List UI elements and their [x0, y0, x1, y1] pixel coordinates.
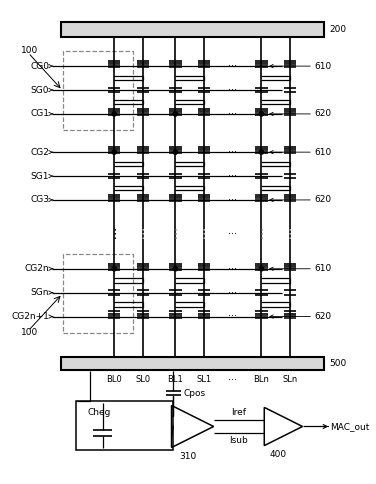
Text: CG2n+1: CG2n+1: [11, 312, 49, 321]
Text: ···: ···: [228, 312, 237, 321]
Text: 500: 500: [329, 359, 347, 368]
Circle shape: [259, 112, 264, 116]
Circle shape: [112, 112, 116, 116]
Text: CG3: CG3: [30, 196, 49, 204]
Text: BL1: BL1: [167, 375, 183, 384]
Bar: [76, 401, 173, 451]
Text: ⋮: ⋮: [198, 228, 210, 241]
Text: MAC_out: MAC_out: [330, 422, 370, 431]
Circle shape: [173, 267, 177, 271]
Text: 610: 610: [314, 264, 331, 273]
Text: ⋮: ⋮: [284, 228, 296, 241]
Text: CG0: CG0: [30, 61, 49, 71]
Text: SLn: SLn: [282, 375, 298, 384]
Text: BL0: BL0: [106, 375, 122, 384]
Circle shape: [173, 112, 177, 116]
Text: 100: 100: [21, 328, 38, 337]
Text: SL1: SL1: [197, 375, 212, 384]
Circle shape: [173, 150, 177, 154]
Text: ⋮: ⋮: [169, 228, 182, 241]
Text: 100: 100: [21, 46, 38, 55]
Text: 310: 310: [179, 453, 196, 461]
Circle shape: [259, 150, 264, 154]
Text: SGn: SGn: [31, 288, 49, 297]
Text: 400: 400: [270, 451, 287, 459]
Text: 620: 620: [314, 109, 331, 119]
Text: ···: ···: [228, 171, 237, 181]
Text: ···: ···: [228, 287, 237, 298]
Text: Iref: Iref: [232, 408, 246, 417]
Text: 620: 620: [314, 196, 331, 204]
Text: 200: 200: [329, 25, 346, 34]
Text: ⋮: ⋮: [255, 228, 268, 241]
Text: 610: 610: [314, 148, 331, 157]
Text: SG0: SG0: [31, 86, 49, 94]
Text: 610: 610: [314, 61, 331, 71]
Text: ···: ···: [228, 109, 237, 119]
Bar: [61, 357, 324, 370]
Text: Isub: Isub: [230, 436, 248, 445]
Text: BLn: BLn: [253, 375, 269, 384]
Circle shape: [112, 150, 116, 154]
Text: Cpos: Cpos: [183, 389, 205, 397]
Text: ···: ···: [228, 147, 237, 157]
Circle shape: [112, 267, 116, 271]
Text: SL0: SL0: [135, 375, 150, 384]
Circle shape: [259, 267, 264, 271]
Text: CG2n: CG2n: [24, 264, 49, 273]
Text: ···: ···: [228, 264, 237, 274]
Bar: [62, 255, 133, 333]
Text: Cheg: Cheg: [88, 408, 111, 417]
Text: ···: ···: [228, 195, 237, 205]
Bar: [61, 22, 324, 37]
Text: ⋮: ⋮: [108, 228, 120, 241]
Text: ···: ···: [228, 229, 237, 240]
Text: ···: ···: [228, 85, 237, 95]
Text: ⋮: ⋮: [136, 228, 149, 241]
Text: CG1: CG1: [30, 109, 49, 119]
Text: SG1: SG1: [31, 171, 49, 181]
Text: ···: ···: [228, 61, 237, 71]
Text: CG2: CG2: [30, 148, 49, 157]
Bar: [62, 51, 133, 130]
Text: ···: ···: [228, 375, 237, 385]
Text: 620: 620: [314, 312, 331, 321]
